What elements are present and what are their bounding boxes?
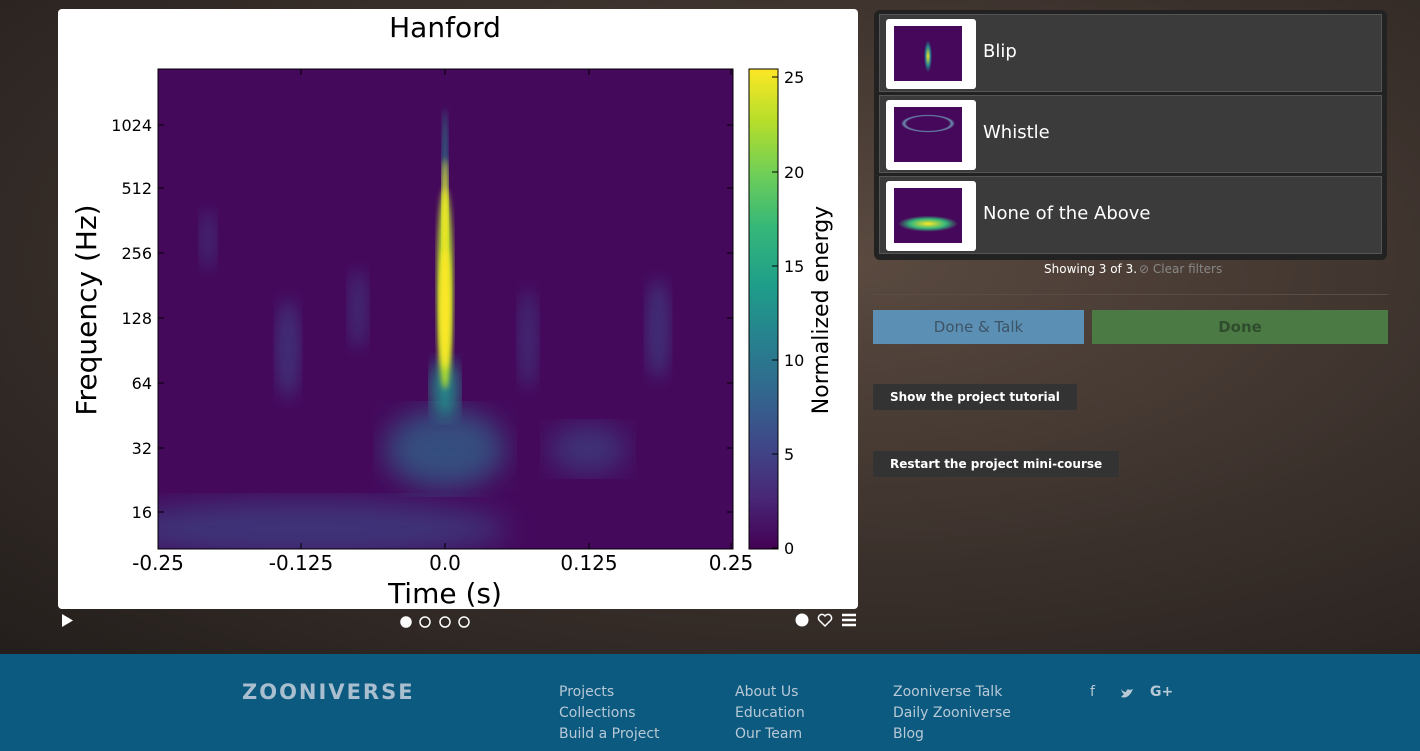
clear-filters-text[interactable]: Clear filters	[1152, 262, 1223, 276]
subject-viewer: Hanford 1024 512 256 128 64 32 16 -0.25 -0.125 0.…	[58, 9, 858, 610]
frame-dot[interactable]	[400, 616, 412, 628]
colorbar-tick-label: 25	[784, 68, 804, 87]
y-tick-label: 1024	[111, 116, 152, 135]
play-button[interactable]	[62, 614, 73, 627]
frame-dot[interactable]	[439, 616, 451, 628]
viewer-controls	[62, 613, 856, 628]
x-tick-label: -0.25	[132, 551, 184, 575]
footer-link[interactable]: Daily Zooniverse	[893, 705, 1011, 721]
footer-link[interactable]: Collections	[559, 705, 636, 721]
facebook-icon[interactable]: f	[1090, 684, 1095, 700]
colorbar-tick-label: 15	[784, 257, 804, 276]
minicourse-button[interactable]: Restart the project mini-course	[873, 451, 1120, 477]
colorbar-tick-label: 0	[784, 539, 794, 558]
y-tick-label: 256	[121, 244, 152, 263]
logo[interactable]: ZOONIVERSE	[242, 680, 415, 704]
footer-link[interactable]: Build a Project	[559, 726, 660, 742]
choice[interactable]: Blip	[879, 14, 1382, 92]
choice-thumbnail	[886, 19, 976, 89]
done-button[interactable]: Done	[1092, 310, 1388, 344]
choice-label[interactable]: Whistle	[983, 122, 1050, 143]
footer-link[interactable]: Zooniverse Talk	[893, 684, 1003, 700]
collect-icon[interactable]	[842, 613, 856, 627]
choice-thumbnail	[886, 100, 976, 170]
tutorial-button[interactable]: Show the project tutorial	[873, 384, 1077, 410]
google-plus-icon[interactable]: G+	[1150, 684, 1174, 700]
divider	[873, 294, 1388, 295]
choice[interactable]: None of the Above	[879, 176, 1382, 254]
footer-link[interactable]: Projects	[559, 684, 615, 700]
twitter-icon[interactable]	[1120, 687, 1134, 699]
thumbnail-image	[894, 188, 962, 243]
favorite-icon[interactable]	[817, 613, 833, 628]
choice-thumbnail	[886, 181, 976, 251]
y-tick-label: 128	[121, 309, 152, 328]
colorbar-label: Normalized energy	[809, 206, 834, 414]
footer-link[interactable]: Our Team	[735, 726, 803, 742]
colorbar-tick-label: 5	[784, 445, 794, 464]
choice-label[interactable]: Blip	[983, 41, 1017, 62]
y-tick-label: 64	[132, 374, 152, 393]
info-icon[interactable]	[795, 613, 809, 627]
footer-link[interactable]: Blog	[893, 726, 924, 742]
x-tick-label: 0.0	[429, 551, 461, 575]
frame-dot[interactable]	[419, 616, 431, 628]
clear-filters[interactable]: ⊘ Clear filters	[1139, 262, 1223, 276]
x-tick-label: 0.125	[560, 551, 617, 575]
spectrogram-image	[158, 69, 733, 549]
y-tick-label: 32	[132, 439, 152, 458]
y-tick-label: 16	[132, 503, 152, 522]
choice[interactable]: Whistle	[879, 95, 1382, 173]
plot-title: Hanford	[389, 11, 501, 44]
choice-list: Blip Whistle None of the Above	[874, 10, 1387, 260]
done-talk-button[interactable]: Done & Talk	[873, 310, 1084, 344]
spectrogram: Hanford 1024 512 256 128 64 32 16 -0.25 -0.125 0.…	[70, 11, 834, 610]
y-axis-label: Frequency (Hz)	[70, 204, 103, 415]
choice-label[interactable]: None of the Above	[983, 203, 1151, 224]
x-tick-label: 0.25	[709, 551, 754, 575]
thumbnail-image	[894, 26, 962, 81]
footer-link[interactable]: About Us	[735, 684, 799, 700]
x-axis-label: Time (s)	[387, 577, 502, 609]
y-tick-label: 512	[121, 179, 152, 198]
thumbnail-image	[894, 107, 962, 162]
footer: ZOONIVERSE Projects Collections Build a Pr…	[0, 654, 1420, 751]
colorbar-tick-label: 20	[784, 163, 804, 182]
footer-link[interactable]: Education	[735, 705, 805, 721]
filter-status: Showing 3 of 3.	[1044, 262, 1138, 276]
frame-dot[interactable]	[458, 616, 470, 628]
colorbar	[748, 68, 779, 550]
x-tick-label: -0.125	[269, 551, 333, 575]
colorbar-tick-label: 10	[784, 351, 804, 370]
